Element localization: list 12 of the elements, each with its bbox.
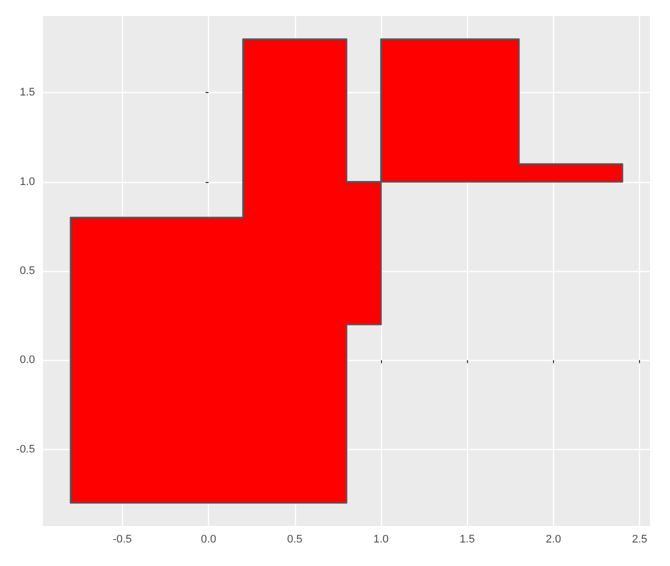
y-tick-label: 0.0 (20, 354, 35, 366)
x-tick-label: 0.5 (287, 534, 302, 546)
x-tick-label: 2.0 (546, 534, 562, 546)
y-tick-label: -0.5 (16, 443, 35, 456)
x-tick-label: 2.5 (632, 534, 648, 546)
y-tick-label: 1.5 (20, 86, 35, 99)
x-tick-label: 1.0 (373, 534, 389, 546)
y-tick-label: 0.5 (20, 265, 35, 277)
x-tick-label: -0.5 (112, 534, 132, 546)
x-tick-label: 1.5 (460, 534, 475, 546)
x-tick-label: 0.0 (200, 534, 216, 546)
y-tick-label: 1.0 (20, 176, 35, 188)
